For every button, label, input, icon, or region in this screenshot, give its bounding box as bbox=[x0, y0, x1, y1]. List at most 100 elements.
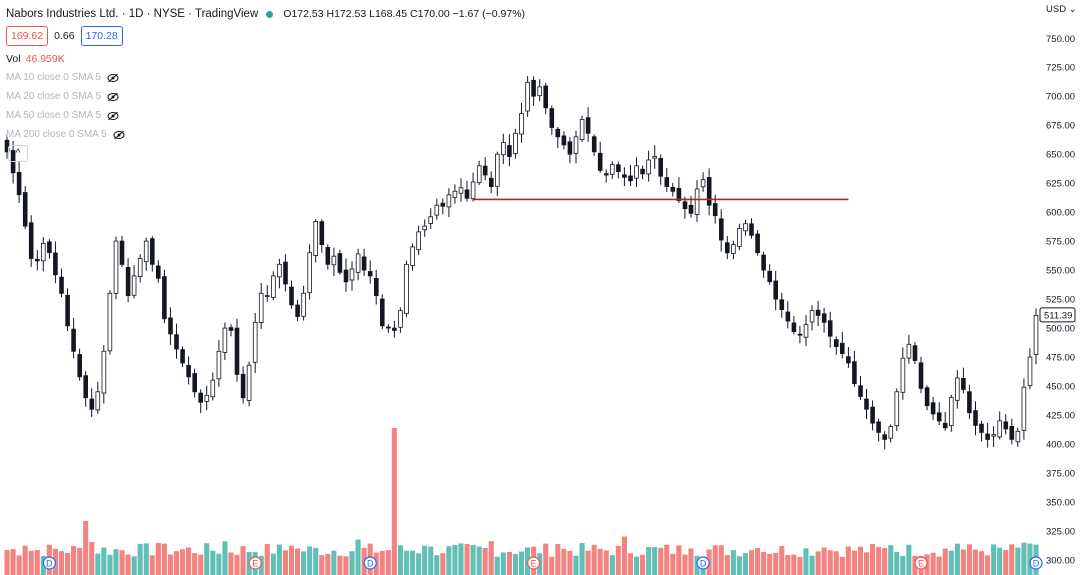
candle-body bbox=[737, 227, 742, 247]
volume-bar bbox=[222, 541, 228, 575]
volume-bar bbox=[500, 552, 506, 575]
volume-bar bbox=[282, 550, 288, 575]
candle-body bbox=[216, 350, 222, 380]
indicator-ma50[interactable]: MA 50 close 0 SMA 5 bbox=[6, 108, 525, 124]
bid-price-button[interactable]: 169.62 bbox=[6, 26, 49, 46]
volume-bar bbox=[791, 554, 797, 575]
eye-crossed-icon[interactable] bbox=[107, 111, 119, 121]
candle-body bbox=[95, 391, 101, 411]
candle-body bbox=[252, 321, 258, 363]
candle-body bbox=[670, 186, 676, 192]
volume-bar bbox=[803, 548, 809, 575]
candle-body bbox=[1009, 425, 1015, 440]
price-tick-label: 375.00 bbox=[1046, 469, 1075, 480]
candle-body bbox=[162, 276, 167, 320]
candle-body bbox=[719, 218, 724, 241]
candle-body bbox=[137, 258, 143, 278]
volume-bar bbox=[77, 547, 83, 575]
volume-bar bbox=[385, 550, 391, 575]
candle-body bbox=[264, 295, 270, 298]
high-label: H bbox=[326, 8, 335, 20]
volume-bar bbox=[228, 552, 234, 575]
candle-body bbox=[174, 334, 179, 350]
candle-body bbox=[228, 327, 234, 331]
volume-bar bbox=[16, 555, 22, 575]
candle-body bbox=[234, 327, 240, 375]
candle-body bbox=[416, 231, 421, 251]
candle-body bbox=[652, 156, 657, 159]
volume-bar bbox=[579, 543, 585, 575]
last-price-tag bbox=[1039, 307, 1076, 323]
volume-bar bbox=[888, 545, 894, 575]
chevron-down-icon: ⌄ bbox=[1068, 4, 1077, 15]
indicator-ma20[interactable]: MA 20 close 0 SMA 5 bbox=[6, 89, 525, 105]
candle-body bbox=[83, 375, 89, 399]
price-tick-label: 475.00 bbox=[1046, 353, 1075, 364]
volume-bar bbox=[125, 554, 131, 575]
candle-body bbox=[28, 222, 34, 259]
volume-bar bbox=[1021, 542, 1027, 575]
candle-body bbox=[22, 192, 28, 227]
candle-body bbox=[809, 310, 815, 323]
volume-bar bbox=[28, 550, 34, 575]
candle-body bbox=[337, 253, 343, 273]
volume-bar bbox=[149, 555, 155, 575]
volume-bar bbox=[979, 551, 985, 575]
candle-body bbox=[271, 275, 276, 298]
candle-body bbox=[398, 310, 403, 328]
indicator-label: MA 10 close 0 SMA 5 bbox=[6, 72, 102, 83]
candle-body bbox=[186, 364, 191, 378]
volume-bar bbox=[397, 545, 403, 575]
eye-crossed-icon[interactable] bbox=[107, 92, 119, 102]
volume-bar bbox=[724, 555, 730, 575]
candle-body bbox=[410, 246, 415, 266]
volume-bar bbox=[234, 554, 240, 575]
volume-bar bbox=[809, 555, 815, 575]
candle-body bbox=[246, 364, 252, 401]
volume-bar bbox=[452, 545, 458, 575]
volume-bar bbox=[143, 543, 149, 575]
candle-body bbox=[591, 136, 597, 153]
volume-bar bbox=[561, 548, 567, 575]
indicator-ma10[interactable]: MA 10 close 0 SMA 5 bbox=[6, 70, 525, 86]
volume-bar bbox=[10, 549, 16, 575]
candle-body bbox=[827, 320, 833, 337]
price-tick-label: 675.00 bbox=[1046, 121, 1075, 132]
volume-bar bbox=[652, 547, 658, 575]
candle-body bbox=[434, 204, 440, 216]
low-label: L bbox=[369, 8, 375, 20]
candle-body bbox=[961, 377, 966, 390]
volume-bar bbox=[749, 550, 755, 575]
candle-body bbox=[858, 385, 863, 397]
symbol-title[interactable]: Nabors Industries Ltd. · 1D · NYSE · Tra… bbox=[6, 8, 259, 20]
ask-price-button[interactable]: 170.28 bbox=[80, 26, 123, 46]
candle-body bbox=[1027, 356, 1033, 387]
eye-crossed-icon[interactable] bbox=[107, 73, 119, 83]
volume-bar bbox=[71, 546, 77, 575]
volume-bar bbox=[482, 548, 488, 575]
candle-body bbox=[694, 188, 700, 215]
volume-bar bbox=[337, 555, 343, 575]
volume-bar bbox=[640, 554, 646, 575]
candle-body bbox=[519, 113, 524, 135]
price-tick-label: 525.00 bbox=[1046, 295, 1075, 306]
currency-selector[interactable]: USD ⌄ bbox=[1046, 4, 1077, 15]
indicator-label: MA 20 close 0 SMA 5 bbox=[6, 91, 102, 102]
volume-bar bbox=[857, 546, 863, 575]
price-tick-label: 600.00 bbox=[1046, 208, 1075, 219]
candle-body bbox=[906, 343, 912, 359]
candle-body bbox=[712, 203, 718, 217]
dividend-marker-label: D bbox=[367, 559, 374, 569]
candle-body bbox=[277, 263, 282, 278]
volume-bar bbox=[960, 549, 966, 575]
volume-bar bbox=[476, 546, 482, 575]
eye-crossed-icon[interactable] bbox=[113, 130, 125, 140]
candle-body bbox=[283, 261, 288, 285]
volume-bar bbox=[295, 548, 301, 575]
candle-body bbox=[924, 387, 930, 407]
candle-body bbox=[386, 326, 391, 329]
chevron-up-icon[interactable]: ^ bbox=[8, 145, 28, 162]
indicator-label: MA 200 close 0 SMA 5 bbox=[6, 129, 107, 140]
indicator-ma200[interactable]: MA 200 close 0 SMA 5 bbox=[6, 127, 525, 143]
